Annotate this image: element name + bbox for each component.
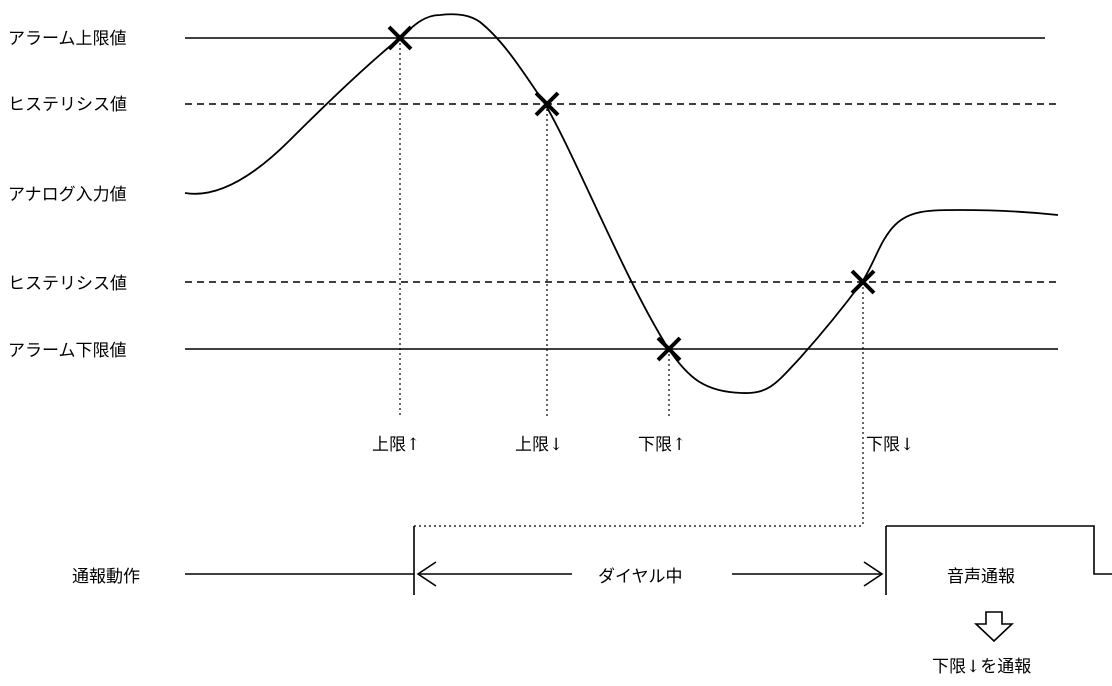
alarm-lower-label: アラーム下限値 — [8, 341, 127, 361]
down-arrow-icon — [973, 611, 1015, 643]
notify-action-label: 通報動作 — [72, 567, 140, 587]
alarm-upper-label: アラーム上限値 — [8, 29, 127, 49]
event-label-upper-fall: 上限↓ — [515, 435, 563, 455]
hysteresis-upper-label: ヒステリシス値 — [8, 95, 127, 115]
notify-action-signal — [185, 525, 1112, 595]
analog-input-curve — [184, 13, 1059, 394]
dialing-span-arrow — [416, 561, 884, 587]
event-label-lower-fall: 下限↓ — [866, 435, 914, 455]
dialing-label: ダイヤル中 — [598, 567, 683, 587]
voice-notify-label: 音声通報 — [947, 567, 1015, 587]
analog-input-label: アナログ入力値 — [8, 185, 127, 205]
event-label-lower-rise: 下限↑ — [638, 435, 686, 455]
notify-result-label: 下限↓を通報 — [932, 657, 1031, 677]
hysteresis-lower-label: ヒステリシス値 — [8, 274, 127, 294]
event-label-upper-rise: 上限↑ — [372, 435, 420, 455]
